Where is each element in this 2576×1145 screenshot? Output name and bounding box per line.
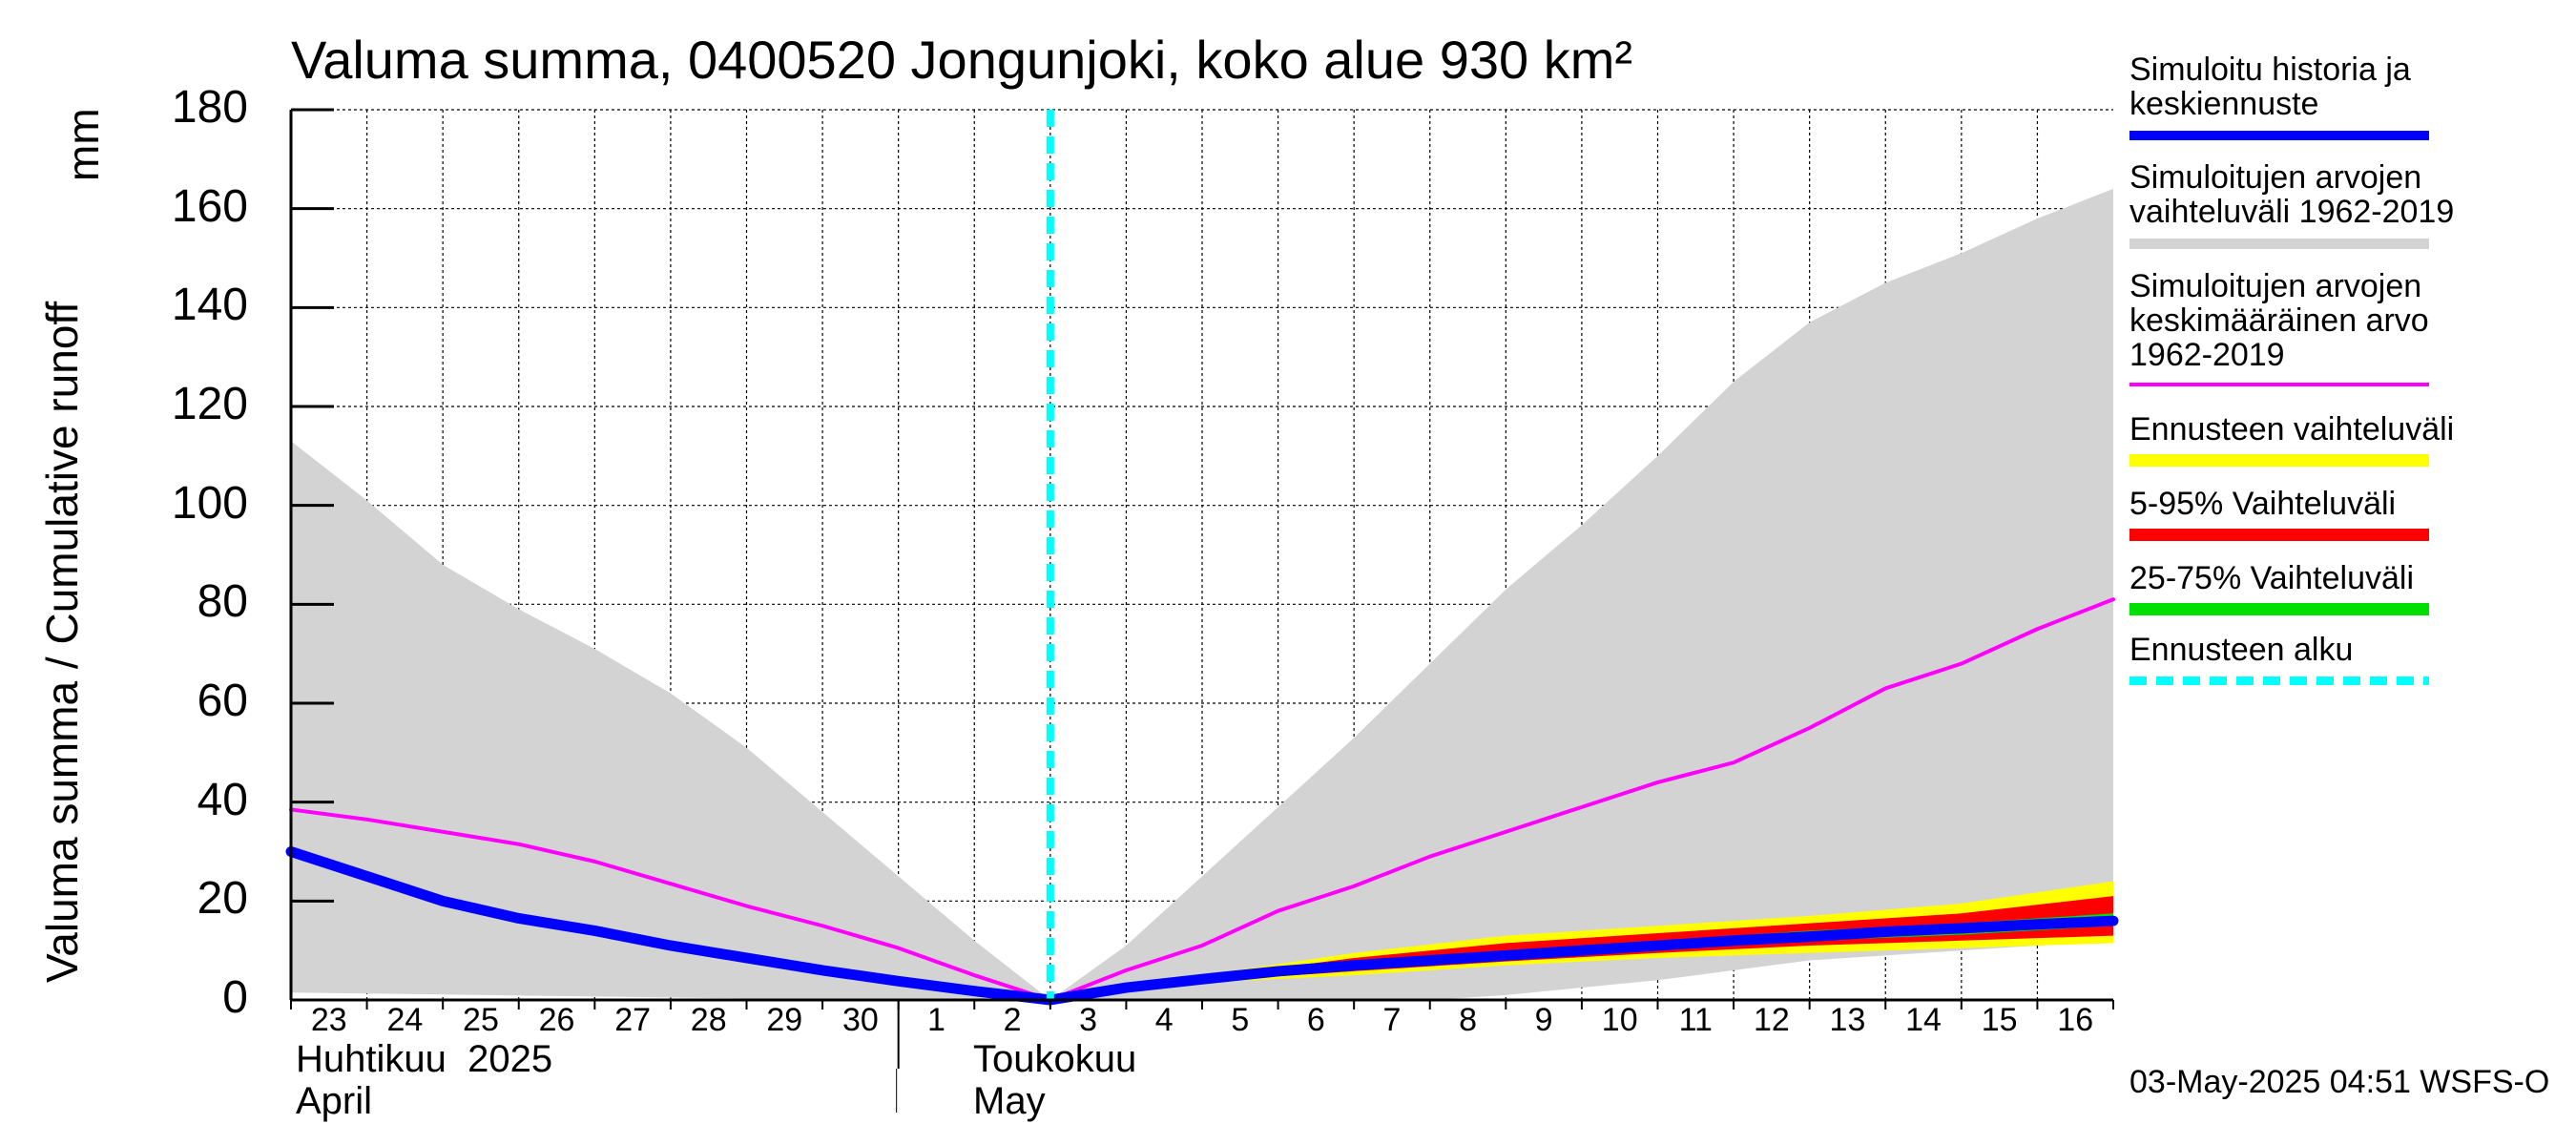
x-tick-label: 4	[1154, 1002, 1174, 1038]
y-tick-label: 120	[171, 379, 248, 429]
simulated-history-line	[285, 846, 2119, 1006]
y-axis-unit: mm	[58, 108, 108, 181]
y-tick-label: 40	[197, 774, 248, 825]
y-tick-label: 80	[197, 576, 248, 628]
y-tick-label: 180	[171, 82, 248, 133]
simulated-mean-line	[289, 597, 2115, 1002]
y-tick-label: 140	[171, 280, 248, 331]
month-label-en: April	[296, 1080, 373, 1122]
month-label-may: Toukokuu May	[973, 1038, 1136, 1122]
legend-item-simulated-range: Simuloitujen arvojen vaihteluväli 1962-2…	[2129, 159, 2540, 249]
x-tick-label: 5	[1231, 1002, 1250, 1038]
y-tick-label: 0	[222, 972, 248, 1023]
x-tick-label: 3	[1079, 1002, 1098, 1038]
legend-label: 25-75% Vaihteluväli	[2129, 560, 2414, 596]
x-tick-label: 16	[2057, 1002, 2094, 1038]
legend-swatch-gray	[2129, 239, 2429, 249]
x-tick-label: 30	[841, 1002, 879, 1038]
legend-swatch-cyan-dashed	[2129, 677, 2429, 685]
lines	[285, 110, 2119, 1006]
x-tick-label: 15	[1981, 1002, 2018, 1038]
timestamp: 03-May-2025 04:51 WSFS-O	[2129, 1064, 2550, 1100]
y-axis-title: Valuma summa / Cumulative runoff	[37, 301, 87, 983]
legend-item-simulated-history: Simuloitu historia ja keskiennuste	[2129, 52, 2540, 140]
legend-label: Ennusteen vaihteluväli	[2129, 411, 2455, 448]
y-tick-label: 100	[171, 477, 248, 529]
legend-label: Simuloitujen arvojen keskimääräinen arvo…	[2129, 268, 2429, 373]
x-tick-label: 24	[386, 1002, 424, 1038]
legend-item-25-75-range: 25-75% Vaihteluväli	[2129, 560, 2540, 615]
legend-swatch-magenta	[2129, 383, 2429, 386]
y-tick-label: 160	[171, 180, 248, 232]
legend-swatch-red	[2129, 529, 2429, 541]
legend-item-forecast-range: Ennusteen vaihteluväli	[2129, 411, 2540, 467]
x-tick-label: 2	[1003, 1002, 1022, 1038]
x-tick-label: 27	[614, 1002, 652, 1038]
simulated-range-band	[291, 188, 2113, 1000]
legend-item-forecast-start: Ennusteen alku	[2129, 632, 2540, 685]
x-tick-label: 6	[1306, 1002, 1325, 1038]
legend-item-5-95-range: 5-95% Vaihteluväli	[2129, 486, 2540, 541]
x-tick-label: 25	[463, 1002, 499, 1038]
x-tick-label: 26	[538, 1002, 575, 1038]
x-tick-label: 12	[1753, 1002, 1790, 1038]
x-tick-label: 29	[766, 1002, 803, 1038]
month-label-fi: Toukokuu	[973, 1038, 1137, 1080]
legend-label: Simuloitujen arvojen vaihteluväli 1962-2…	[2129, 159, 2455, 230]
month-label-en: May	[973, 1080, 1046, 1122]
legend-label: Ennusteen alku	[2129, 632, 2354, 668]
y-tick-label: 60	[197, 676, 248, 726]
x-tick-label: 28	[690, 1002, 727, 1038]
x-tick-label: 13	[1829, 1002, 1866, 1038]
x-tick-label: 23	[310, 1002, 347, 1038]
legend-label: 5-95% Vaihteluväli	[2129, 486, 2397, 522]
legend-swatch-green	[2129, 603, 2429, 615]
month-label-april: Huhtikuu 2025 April	[296, 1038, 552, 1122]
legend-swatch-blue	[2129, 131, 2429, 140]
x-tick-label: 10	[1601, 1002, 1638, 1038]
axes	[289, 108, 2114, 1113]
x-tick-label: 8	[1459, 1002, 1477, 1038]
x-tick-label: 11	[1678, 1002, 1713, 1038]
legend-item-simulated-mean: Simuloitujen arvojen keskimääräinen arvo…	[2129, 268, 2540, 386]
x-tick-label: 7	[1382, 1002, 1402, 1038]
x-tick-label: 14	[1905, 1002, 1942, 1038]
y-tick-label: 20	[197, 873, 248, 925]
x-tick-label: 1	[926, 1002, 945, 1038]
legend-label: Simuloitu historia ja keskiennuste	[2129, 52, 2411, 122]
chart-title: Valuma summa, 0400520 Jongunjoki, koko a…	[291, 30, 1632, 90]
x-tick-label: 9	[1534, 1002, 1553, 1038]
month-label-fi: Huhtikuu 2025	[296, 1038, 553, 1080]
legend-swatch-yellow	[2129, 454, 2429, 467]
